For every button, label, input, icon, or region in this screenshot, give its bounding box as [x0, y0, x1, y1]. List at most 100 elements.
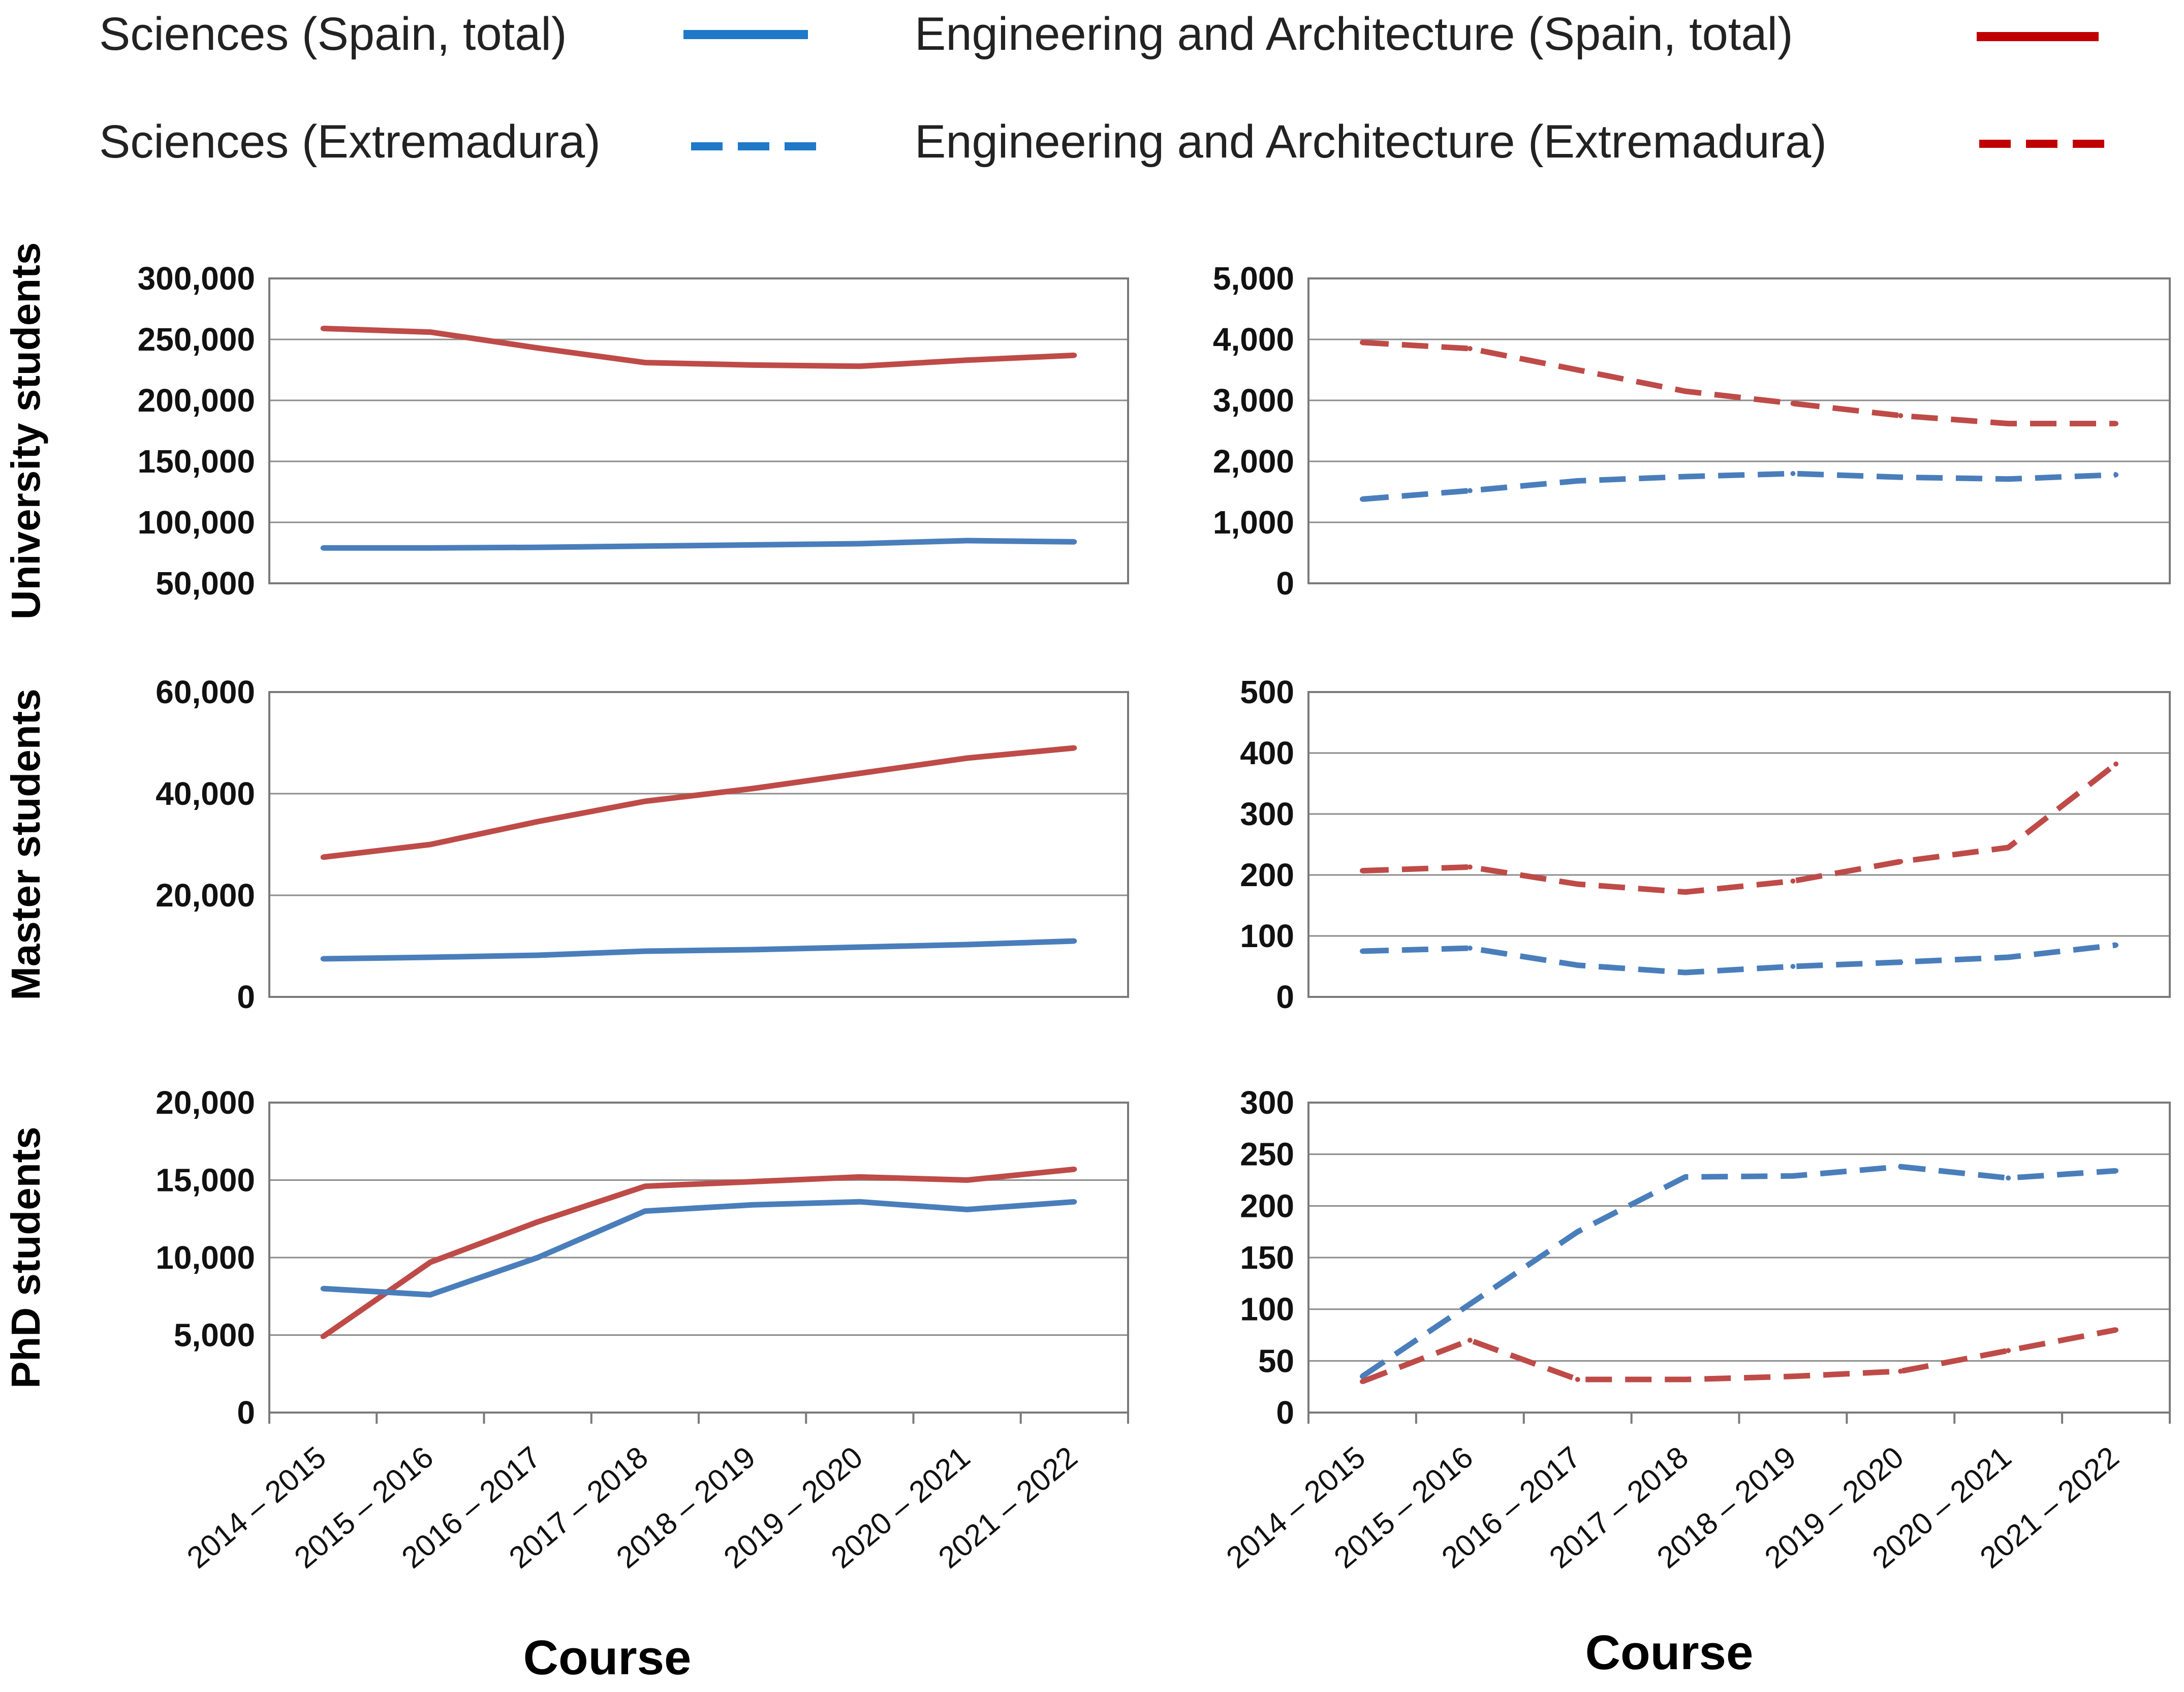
series-line-sciences-dashed	[1362, 471, 2116, 502]
data-point	[857, 1199, 862, 1205]
y-tick-label: 4,000	[1213, 321, 1294, 358]
data-point	[750, 1179, 755, 1184]
data-point	[1898, 859, 1904, 864]
y-axis-title: PhD students	[3, 1126, 48, 1389]
y-tick-label: 300,000	[138, 260, 255, 297]
panel-0: 50,000 100,000 150,000 200,000 250,000 300,00…	[3, 242, 1129, 619]
series-line-engineering-dashed	[1362, 339, 2116, 427]
series-line-engineering-solid	[323, 325, 1075, 369]
plot-frame	[268, 277, 1129, 584]
data-point	[427, 955, 433, 960]
data-point	[1575, 367, 1580, 372]
data-point	[1072, 1199, 1077, 1205]
data-point	[535, 345, 541, 351]
data-point	[1359, 340, 1365, 345]
data-point	[320, 545, 326, 551]
data-point	[1467, 1301, 1473, 1307]
data-point	[2113, 421, 2119, 426]
data-point	[2113, 761, 2119, 767]
data-point	[642, 360, 648, 365]
y-tick-label: 0	[1276, 979, 1294, 1015]
data-point	[1575, 478, 1580, 484]
y-tick-label: 400	[1240, 735, 1294, 771]
data-point	[1790, 879, 1796, 884]
data-point	[642, 1208, 648, 1214]
data-point	[1359, 949, 1365, 954]
y-axis-title: University students	[3, 242, 48, 619]
data-point	[1682, 474, 1688, 479]
data-point	[320, 855, 326, 860]
data-point	[1072, 539, 1077, 545]
data-point	[427, 545, 433, 551]
y-tick-label: 300	[1240, 1084, 1294, 1121]
y-tick-label: 250,000	[138, 321, 255, 358]
data-point	[1575, 962, 1580, 968]
y-tick-label: 100	[1240, 1291, 1294, 1328]
data-point	[1359, 868, 1365, 873]
series-line-sciences-solid	[323, 538, 1075, 551]
plot-frame	[1307, 277, 2171, 584]
y-tick-label: 200	[1240, 857, 1294, 893]
data-point	[2006, 421, 2011, 426]
plot-frame	[268, 691, 1129, 998]
data-point	[320, 1286, 326, 1291]
data-point	[750, 542, 755, 548]
data-point	[1682, 1376, 1688, 1382]
data-point	[750, 362, 755, 368]
data-point	[1467, 946, 1473, 951]
y-tick-label: 100,000	[138, 504, 255, 541]
data-point	[1682, 1174, 1688, 1180]
x-axis-title-left: Course	[523, 1631, 692, 1685]
data-point	[2113, 1168, 2119, 1174]
y-tick-label: 250	[1240, 1136, 1294, 1173]
data-point	[857, 945, 862, 950]
y-tick-label: 0	[1276, 565, 1294, 602]
data-point	[750, 786, 755, 791]
series-line-sciences-dashed	[1360, 1164, 2116, 1379]
y-tick-label: 200	[1240, 1187, 1294, 1224]
data-point	[427, 1292, 433, 1298]
data-point	[1682, 889, 1688, 895]
data-point	[1467, 488, 1473, 493]
data-point	[2113, 472, 2119, 478]
data-point	[1072, 1167, 1077, 1172]
data-point	[2006, 845, 2011, 850]
data-point	[535, 1255, 541, 1260]
data-point	[1575, 882, 1580, 887]
data-point	[2006, 1175, 2011, 1181]
y-tick-label: 50	[1258, 1342, 1294, 1379]
data-point	[320, 956, 326, 961]
data-point	[2006, 1348, 2011, 1353]
data-point	[1898, 475, 1904, 480]
legend-label-engineering-extremadura: Engineering and Architecture (Extremadur…	[915, 116, 1827, 168]
series-line-engineering-dashed	[1362, 762, 2118, 895]
series-line-sciences-dashed	[1362, 942, 2116, 976]
data-point	[964, 538, 970, 543]
y-tick-label: 200,000	[138, 382, 255, 419]
y-tick-label: 300	[1240, 796, 1294, 832]
y-tick-label: 2,000	[1213, 443, 1294, 480]
data-point	[1682, 389, 1688, 394]
data-point	[964, 357, 970, 363]
series-line-engineering-solid	[322, 745, 1075, 860]
y-tick-label: 500	[1240, 674, 1294, 710]
data-point	[642, 949, 648, 954]
data-point	[1790, 471, 1796, 476]
data-point	[535, 1219, 541, 1225]
axis-titles: Course Course	[523, 1625, 1754, 1685]
data-point	[1359, 1379, 1365, 1384]
data-point	[964, 756, 970, 761]
data-point	[642, 543, 648, 549]
plot-frame	[1307, 691, 2171, 998]
data-point	[2113, 943, 2119, 948]
data-point	[1072, 745, 1077, 750]
data-point	[1790, 1373, 1796, 1379]
data-point	[1898, 959, 1904, 965]
data-point	[1359, 1373, 1365, 1379]
data-point	[750, 947, 755, 952]
data-point	[427, 1260, 433, 1265]
data-point	[1467, 346, 1473, 351]
